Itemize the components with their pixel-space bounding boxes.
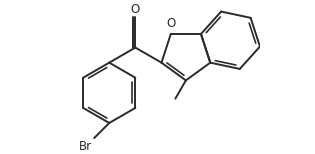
Text: O: O	[131, 3, 140, 16]
Text: Br: Br	[79, 140, 92, 153]
Text: O: O	[166, 17, 175, 30]
